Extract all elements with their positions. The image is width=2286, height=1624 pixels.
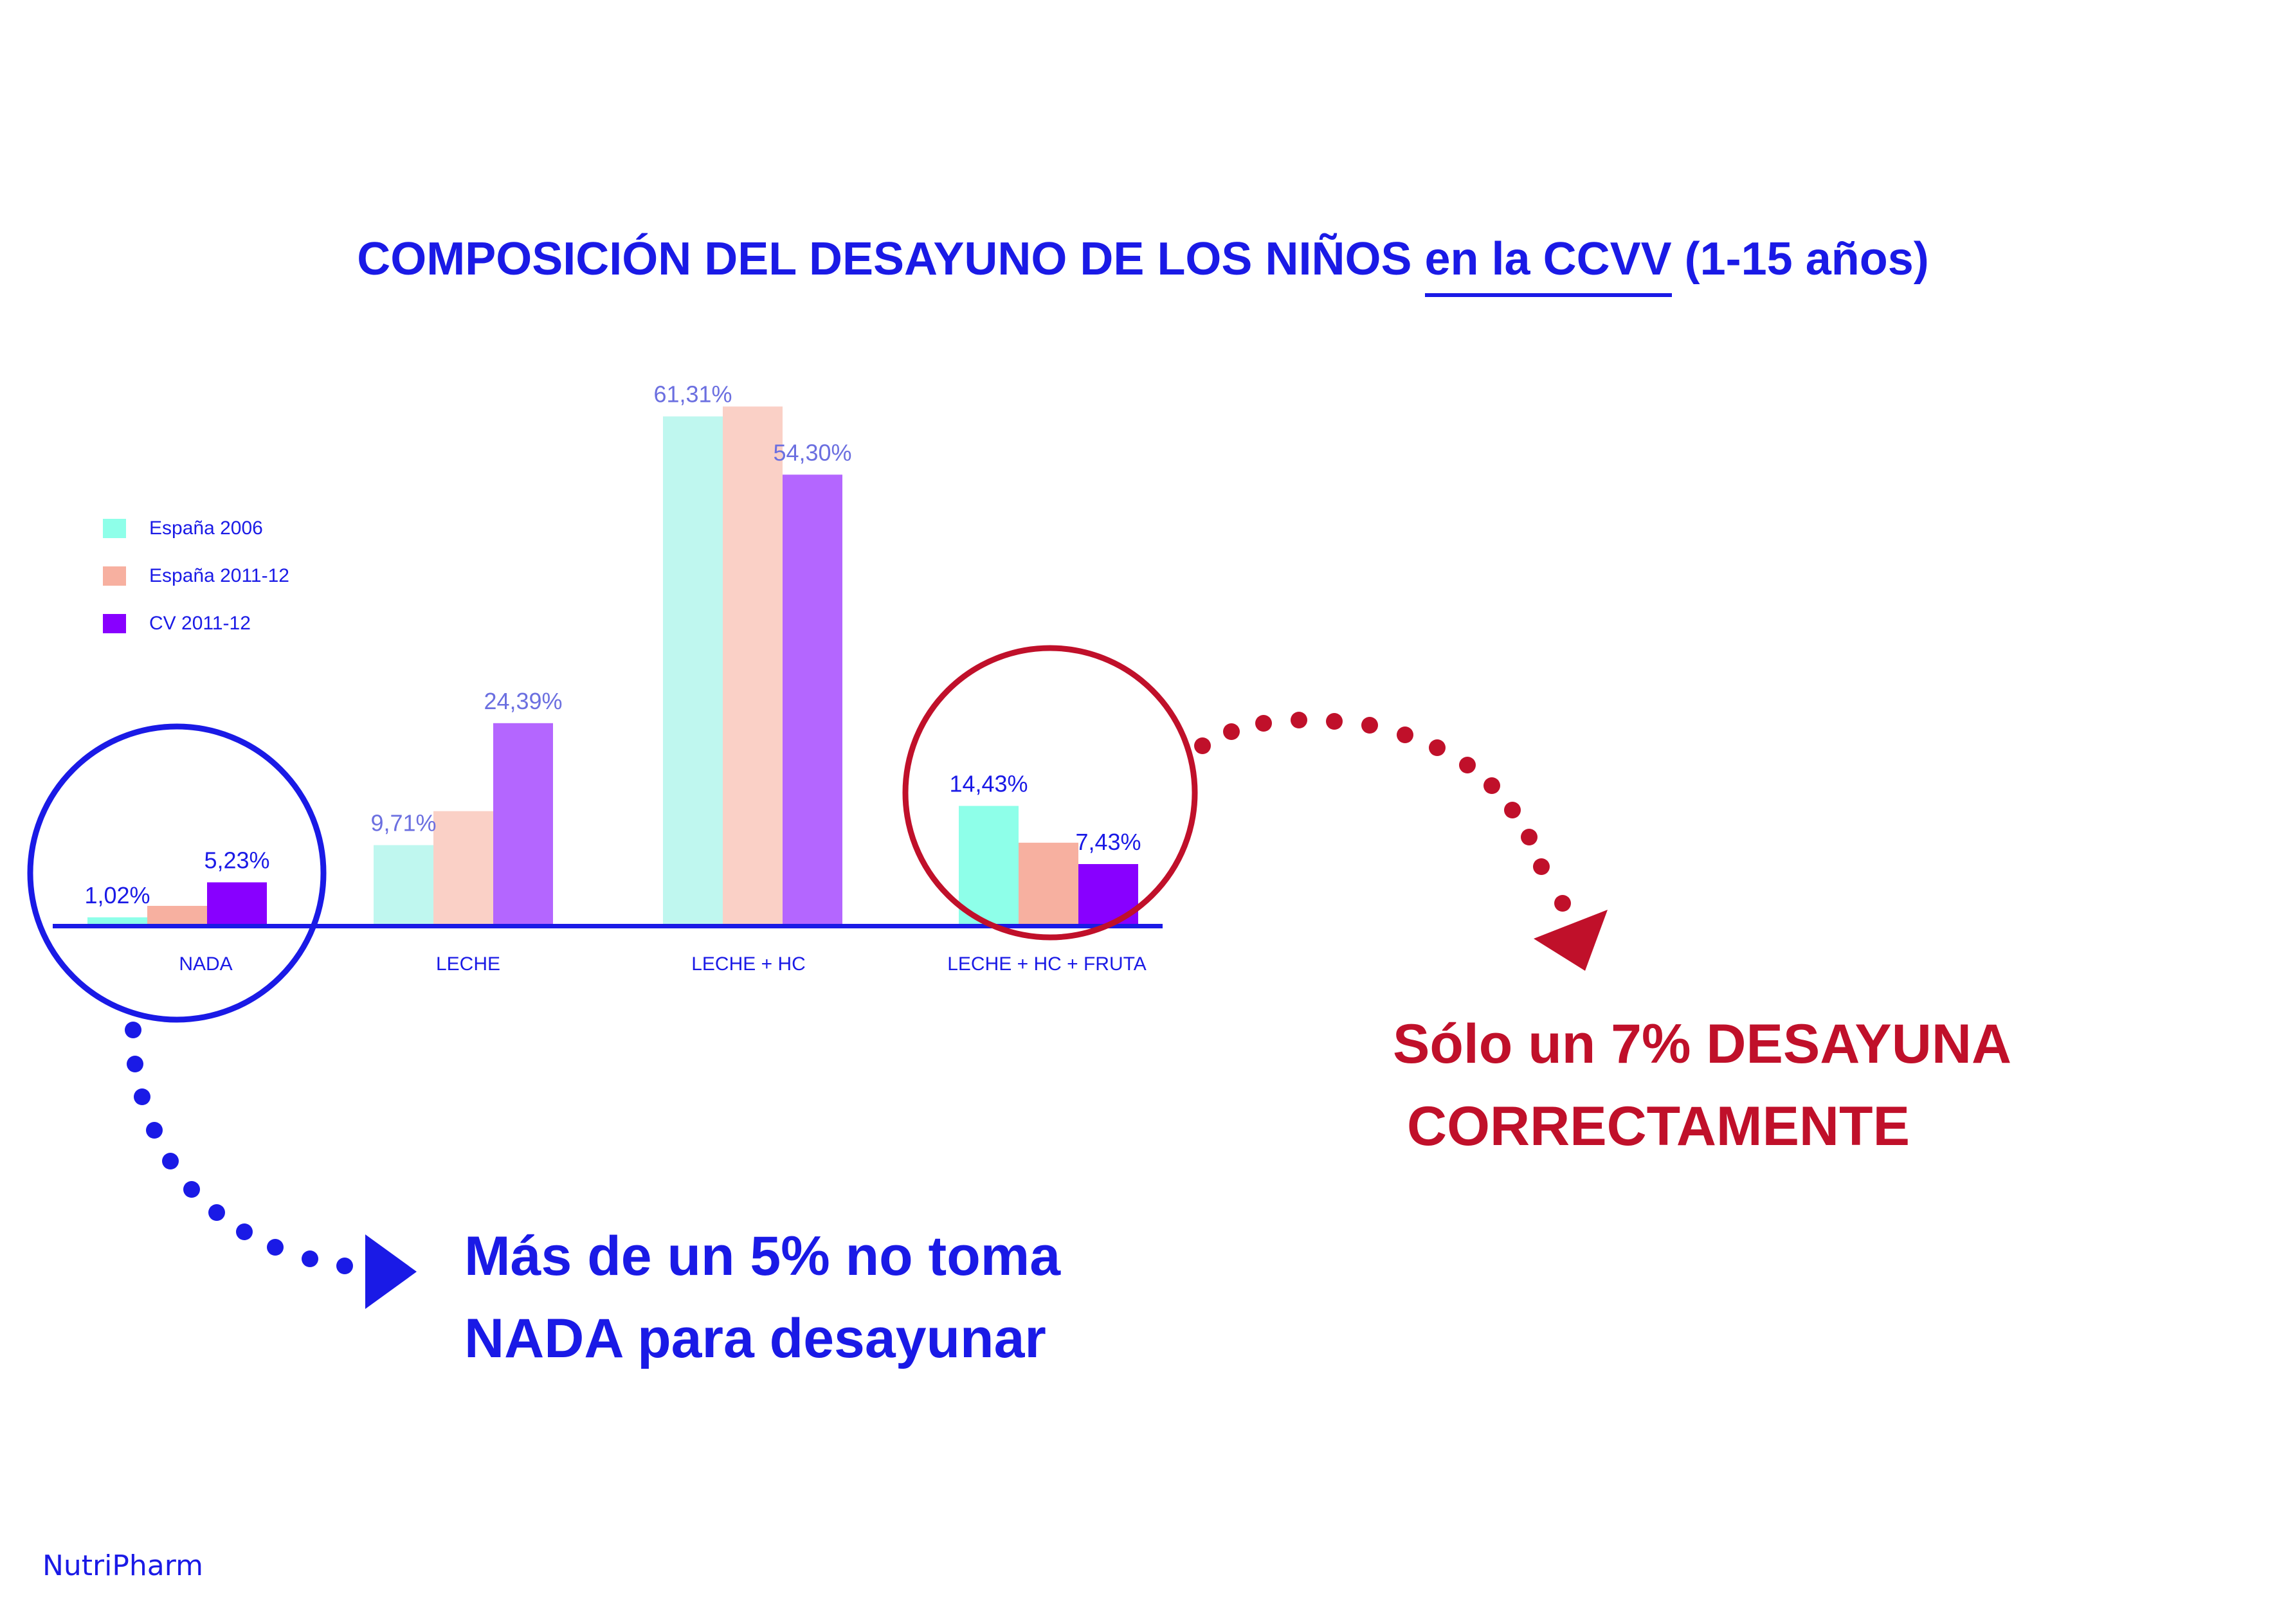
callout-nada-line1: Más de un 5% no toma bbox=[464, 1225, 1061, 1287]
dot bbox=[267, 1239, 284, 1256]
data-label: 5,23% bbox=[204, 847, 269, 873]
dot bbox=[208, 1204, 225, 1221]
bar bbox=[723, 406, 783, 926]
dot bbox=[1255, 715, 1272, 732]
arrow-head-left-icon bbox=[365, 1234, 417, 1309]
x-axis-line bbox=[53, 924, 1163, 928]
highlight-circle-nada bbox=[27, 723, 327, 1023]
dot bbox=[162, 1153, 179, 1169]
data-label: 1,02% bbox=[84, 882, 150, 908]
callout-correct-line2: CORRECTAMENTE bbox=[1407, 1096, 1910, 1157]
dot bbox=[1521, 829, 1538, 845]
dot bbox=[1361, 717, 1378, 734]
bar bbox=[147, 905, 207, 926]
dot bbox=[1504, 802, 1521, 818]
legend-item: CV 2011-12 bbox=[103, 600, 289, 647]
legend-swatch bbox=[103, 519, 126, 538]
callout-nada: Más de un 5% no toma NADA para desayunar bbox=[464, 1215, 1060, 1380]
dot bbox=[1326, 713, 1343, 730]
dot bbox=[1194, 737, 1211, 754]
dot bbox=[302, 1250, 318, 1267]
dot bbox=[1483, 777, 1500, 794]
arrow-head-right-icon bbox=[1534, 910, 1608, 971]
bar bbox=[959, 806, 1019, 926]
x-tick-label: LECHE + HC + FRUTA bbox=[947, 953, 1147, 975]
legend-swatch bbox=[103, 614, 126, 633]
legend-label: España 2006 bbox=[149, 518, 263, 539]
chart-title: COMPOSICIÓN DEL DESAYUNO DE LOS NIÑOS en… bbox=[0, 233, 2286, 297]
dot bbox=[236, 1223, 253, 1240]
data-label: 9,71% bbox=[370, 810, 436, 836]
callout-correct: Sólo un 7% DESAYUNA CORRECTAMENTE bbox=[1393, 1003, 2011, 1168]
dot bbox=[125, 1022, 141, 1038]
bar bbox=[1019, 842, 1078, 926]
title-part-1: COMPOSICIÓN DEL DESAYUNO DE LOS NIÑOS bbox=[357, 233, 1425, 285]
dot bbox=[183, 1181, 200, 1198]
bar bbox=[663, 416, 723, 926]
x-tick-label: LECHE bbox=[436, 953, 500, 975]
bar bbox=[493, 723, 553, 926]
dot bbox=[1223, 723, 1240, 740]
dot bbox=[127, 1056, 143, 1072]
legend-item: España 2006 bbox=[103, 505, 289, 552]
legend-label: España 2011-12 bbox=[149, 565, 289, 586]
bar bbox=[374, 845, 433, 926]
dot bbox=[1459, 757, 1476, 773]
dot bbox=[336, 1258, 353, 1274]
dot bbox=[134, 1088, 150, 1105]
bar bbox=[783, 474, 842, 926]
callout-correct-line1: Sólo un 7% DESAYUNA bbox=[1393, 1013, 2012, 1075]
highlight-circle-fruta bbox=[902, 645, 1198, 941]
data-label: 61,31% bbox=[653, 381, 732, 408]
callout-nada-line2: NADA para desayunar bbox=[464, 1308, 1046, 1369]
bar bbox=[433, 811, 493, 926]
legend-item: España 2011-12 bbox=[103, 552, 289, 600]
data-label: 24,39% bbox=[484, 688, 562, 714]
title-underlined: en la CCVV bbox=[1424, 233, 1672, 297]
legend-label: CV 2011-12 bbox=[149, 613, 251, 634]
dot bbox=[1291, 712, 1307, 728]
dot bbox=[1397, 726, 1413, 743]
dot bbox=[1554, 895, 1571, 912]
bar bbox=[207, 882, 267, 926]
data-label: 7,43% bbox=[1075, 829, 1141, 855]
brand-logo: NutriPharm bbox=[42, 1549, 203, 1582]
legend: España 2006 España 2011-12 CV 2011-12 bbox=[103, 505, 289, 647]
x-tick-label: LECHE + HC bbox=[691, 953, 806, 975]
dot bbox=[1429, 739, 1446, 756]
data-label: 54,30% bbox=[773, 439, 851, 465]
data-label: 14,43% bbox=[949, 771, 1028, 797]
dot bbox=[146, 1122, 163, 1139]
dot bbox=[1533, 858, 1550, 875]
bar bbox=[87, 917, 147, 926]
legend-swatch bbox=[103, 566, 126, 586]
title-part-2: (1-15 años) bbox=[1671, 233, 1929, 285]
x-tick-label: NADA bbox=[179, 953, 232, 975]
